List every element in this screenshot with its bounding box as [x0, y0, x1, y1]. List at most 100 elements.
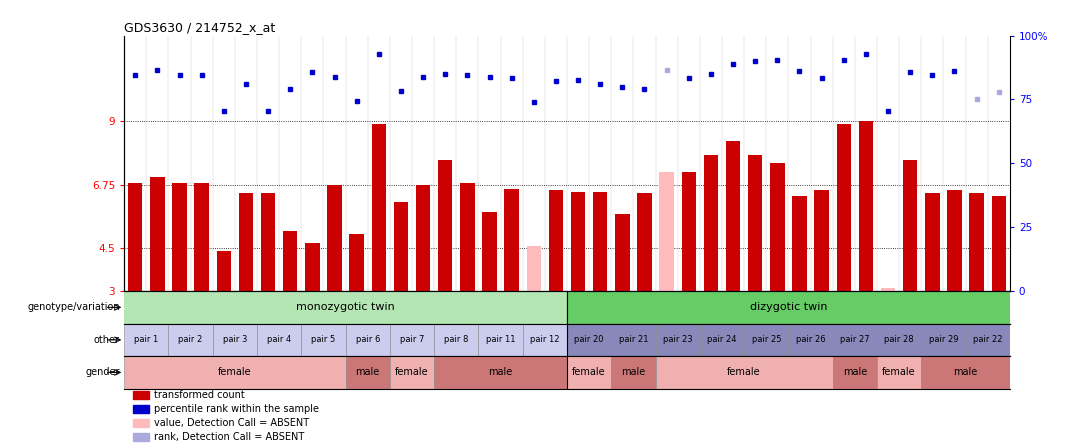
Bar	[793, 196, 807, 291]
Bar	[372, 123, 386, 291]
Bar	[637, 193, 651, 291]
Bar	[133, 433, 149, 441]
Bar	[833, 356, 877, 388]
Text: pair 1: pair 1	[134, 335, 159, 345]
Bar	[133, 419, 149, 427]
Text: transformed count: transformed count	[154, 390, 245, 400]
Bar	[700, 324, 744, 356]
Bar	[124, 324, 168, 356]
Bar	[814, 190, 828, 291]
Bar	[239, 193, 253, 291]
Bar	[283, 231, 297, 291]
Bar	[124, 291, 567, 324]
Text: genotype/variation: genotype/variation	[27, 302, 120, 312]
Bar	[390, 324, 434, 356]
Bar	[390, 356, 434, 388]
Bar	[194, 183, 208, 291]
Text: rank, Detection Call = ABSENT: rank, Detection Call = ABSENT	[154, 432, 305, 442]
Bar	[124, 356, 346, 388]
Bar	[877, 356, 921, 388]
Text: pair 20: pair 20	[575, 335, 604, 345]
Bar	[788, 324, 833, 356]
Bar	[168, 324, 213, 356]
Text: pair 27: pair 27	[840, 335, 869, 345]
Text: pair 12: pair 12	[530, 335, 559, 345]
Bar	[921, 324, 966, 356]
Bar	[438, 160, 453, 291]
Text: male: male	[355, 367, 380, 377]
Bar	[523, 324, 567, 356]
Text: female: female	[727, 367, 761, 377]
Bar	[744, 324, 788, 356]
Text: pair 4: pair 4	[267, 335, 292, 345]
Bar	[301, 324, 346, 356]
Bar	[306, 243, 320, 291]
Text: dizygotic twin: dizygotic twin	[750, 302, 827, 312]
Text: pair 5: pair 5	[311, 335, 336, 345]
Bar	[504, 189, 518, 291]
Bar	[129, 183, 143, 291]
Text: gender: gender	[85, 367, 120, 377]
Bar	[261, 193, 275, 291]
Bar	[460, 183, 474, 291]
Text: percentile rank within the sample: percentile rank within the sample	[154, 404, 320, 414]
Bar	[478, 324, 523, 356]
Text: female: female	[572, 367, 606, 377]
Text: other: other	[94, 335, 120, 345]
Bar	[150, 178, 164, 291]
Text: pair 21: pair 21	[619, 335, 648, 345]
Bar	[350, 234, 364, 291]
Bar	[704, 155, 718, 291]
Text: value, Detection Call = ABSENT: value, Detection Call = ABSENT	[154, 418, 310, 428]
Text: pair 2: pair 2	[178, 335, 203, 345]
Bar	[549, 190, 563, 291]
Bar	[970, 193, 984, 291]
Bar	[483, 212, 497, 291]
Bar	[327, 185, 341, 291]
Bar	[416, 185, 430, 291]
Bar	[611, 324, 656, 356]
Text: female: female	[882, 367, 916, 377]
Text: pair 25: pair 25	[752, 335, 781, 345]
Bar	[346, 324, 390, 356]
Text: pair 6: pair 6	[355, 335, 380, 345]
Text: male: male	[842, 367, 867, 377]
Bar	[921, 356, 1010, 388]
Text: pair 29: pair 29	[929, 335, 958, 345]
Bar	[656, 324, 700, 356]
Bar	[660, 172, 674, 291]
Bar	[346, 356, 390, 388]
Bar	[947, 190, 961, 291]
Text: male: male	[954, 367, 977, 377]
Bar	[133, 391, 149, 399]
Bar	[903, 160, 917, 291]
Bar	[593, 192, 607, 291]
Bar	[173, 183, 187, 291]
Text: pair 24: pair 24	[707, 335, 737, 345]
Bar	[527, 246, 541, 291]
Bar	[133, 405, 149, 413]
Text: pair 28: pair 28	[885, 335, 914, 345]
Text: pair 3: pair 3	[222, 335, 247, 345]
Text: pair 26: pair 26	[796, 335, 825, 345]
Bar	[833, 324, 877, 356]
Text: pair 23: pair 23	[663, 335, 692, 345]
Bar	[966, 324, 1010, 356]
Bar	[681, 172, 696, 291]
Text: female: female	[395, 367, 429, 377]
Bar	[877, 324, 921, 356]
Bar	[859, 121, 873, 291]
Text: pair 8: pair 8	[444, 335, 469, 345]
Text: pair 22: pair 22	[973, 335, 1002, 345]
Text: male: male	[621, 367, 646, 377]
Bar	[726, 141, 740, 291]
Bar	[571, 192, 585, 291]
Bar	[434, 356, 567, 388]
Bar	[217, 251, 231, 291]
Bar	[881, 288, 895, 291]
Text: male: male	[488, 367, 513, 377]
Bar	[213, 324, 257, 356]
Bar	[770, 163, 784, 291]
Bar	[567, 356, 611, 388]
Text: monozygotic twin: monozygotic twin	[296, 302, 395, 312]
